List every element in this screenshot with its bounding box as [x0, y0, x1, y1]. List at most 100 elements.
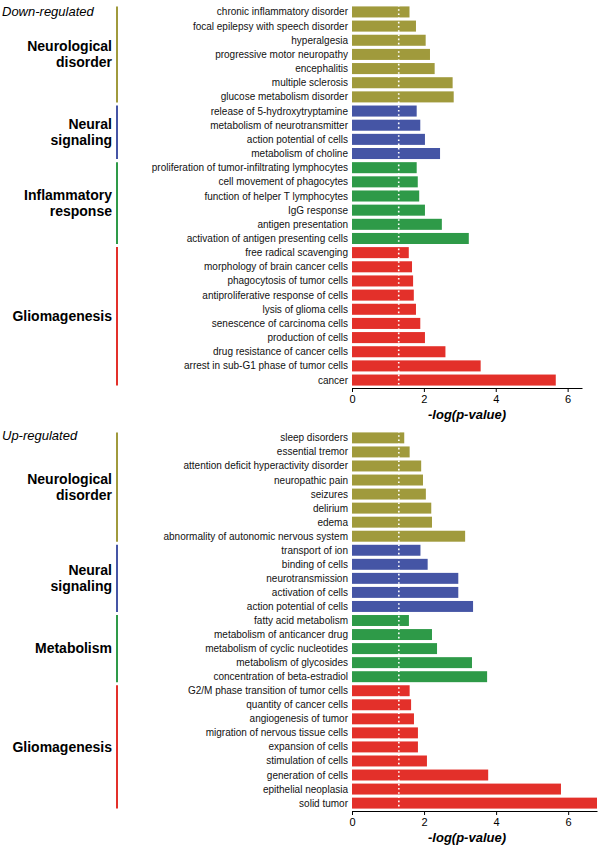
category-label: transport of ion: [281, 545, 348, 556]
category-label: metabolism of choline: [251, 148, 348, 159]
group-label: Inflammatoryresponse: [24, 187, 112, 219]
category-label: quantity of cancer cells: [246, 699, 348, 710]
bar: [352, 205, 425, 216]
tick: 4: [494, 811, 500, 828]
bar: [352, 685, 410, 696]
axis-line: [353, 811, 598, 812]
category-label: senescence of carcinoma cells: [212, 318, 348, 329]
category-label: free radical scavenging: [245, 247, 348, 258]
group-bracket: [116, 432, 118, 541]
bar: [352, 21, 416, 32]
bar: [352, 517, 432, 528]
bar: [352, 49, 430, 60]
bar: [352, 671, 487, 682]
bar: [352, 755, 427, 766]
category-label: attention deficit hyperactivity disorder: [183, 460, 348, 471]
category-label: arrest in sub-G1 phase of tumor cells: [184, 360, 348, 371]
category-label: activation of antigen presenting cells: [187, 233, 348, 244]
category-label: release of 5-hydroxytryptamine: [211, 106, 349, 117]
bar: [352, 601, 473, 612]
tick-mark: [352, 388, 353, 392]
category-label: metabolism of cyclic nucleotides: [205, 643, 348, 654]
category-label: stimulation of cells: [266, 755, 348, 766]
bar: [352, 741, 418, 752]
group-label: Neurologicaldisorder: [27, 38, 112, 70]
bar: [352, 120, 420, 131]
bar: [352, 573, 458, 584]
bar: [352, 275, 413, 286]
group-label: Neuralsignaling: [51, 562, 112, 594]
axis-line: [353, 388, 583, 389]
tick: 2: [421, 811, 427, 828]
bar: [352, 375, 556, 386]
reference-line: [398, 431, 400, 810]
group-bracket: [116, 615, 118, 682]
category-label: encephalitis: [295, 63, 348, 74]
category-label: lysis of glioma cells: [262, 304, 348, 315]
category-label: antiproliferative response of cells: [202, 290, 348, 301]
bar: [352, 148, 440, 159]
category-label: fatty acid metabolism: [254, 615, 348, 626]
category-label: cell movement of phagocytes: [218, 176, 348, 187]
tick-label: 2: [421, 393, 427, 405]
bars: [352, 431, 597, 810]
bar: [352, 134, 425, 145]
bar: [352, 784, 561, 795]
tick: 6: [566, 811, 572, 828]
bar: [352, 475, 423, 486]
group-bracket: [116, 685, 118, 808]
category-label: function of helper T lymphocytes: [204, 191, 348, 202]
bar: [352, 233, 469, 244]
bar: [352, 360, 481, 371]
category-label: edema: [317, 517, 348, 528]
tick-mark: [496, 811, 497, 815]
category-label: chronic inflammatory disorder: [217, 6, 349, 17]
bar: [352, 63, 435, 74]
category-label: action potential of cells: [247, 601, 348, 612]
category-label: proliferation of tumor-infiltrating lymp…: [152, 162, 348, 173]
bar: [352, 629, 432, 640]
figure: Down-regulated chronic inflammatory disor…: [0, 0, 600, 863]
category-label: delirium: [313, 503, 348, 514]
tick: 4: [493, 388, 499, 405]
group-label: Neurologicaldisorder: [27, 471, 112, 503]
tick-label: 2: [421, 816, 427, 828]
bar: [352, 545, 420, 556]
category-label: cancer: [318, 375, 349, 386]
category-label: generation of cells: [267, 770, 348, 781]
category-label: drug resistance of cancer cells: [213, 346, 348, 357]
category-label: metabolism of neurotransmitter: [210, 120, 349, 131]
bar: [352, 190, 419, 201]
title: Up-regulated: [2, 428, 78, 443]
category-label: phagocytosis of tumor cells: [227, 275, 348, 286]
category-label: metabolism of anticancer drug: [214, 629, 348, 640]
bar: [352, 489, 426, 500]
panel: Up-regulatedsleep disordersessential tre…: [2, 428, 598, 845]
tick-label: 4: [493, 393, 499, 405]
tick-mark: [352, 811, 353, 815]
group-label: Gliomagenesis: [12, 739, 112, 755]
tick-mark: [568, 388, 569, 392]
x-axis: 0 2 4 6: [349, 388, 582, 405]
title: Down-regulated: [2, 4, 95, 19]
category-label: G2/M phase transition of tumor cells: [188, 685, 348, 696]
bar: [352, 290, 414, 301]
x-axis-title: -log(p-value): [428, 830, 506, 845]
reference-line: [398, 5, 400, 387]
category-label: IgG response: [288, 205, 348, 216]
tick-mark: [424, 811, 425, 815]
category-label: expansion of cells: [269, 741, 349, 752]
tick-label: 0: [349, 393, 355, 405]
category-label: seizures: [311, 489, 348, 500]
bar: [352, 559, 428, 570]
group-label: Neuralsignaling: [51, 116, 112, 148]
category-label: angiogenesis of tumor: [250, 713, 349, 724]
bar: [352, 304, 416, 315]
bar: [352, 503, 431, 514]
bar: [352, 106, 417, 117]
bar: [352, 247, 409, 258]
tick-mark: [424, 388, 425, 392]
tick: 2: [421, 388, 427, 405]
bar: [352, 587, 458, 598]
tick: 6: [565, 388, 571, 405]
